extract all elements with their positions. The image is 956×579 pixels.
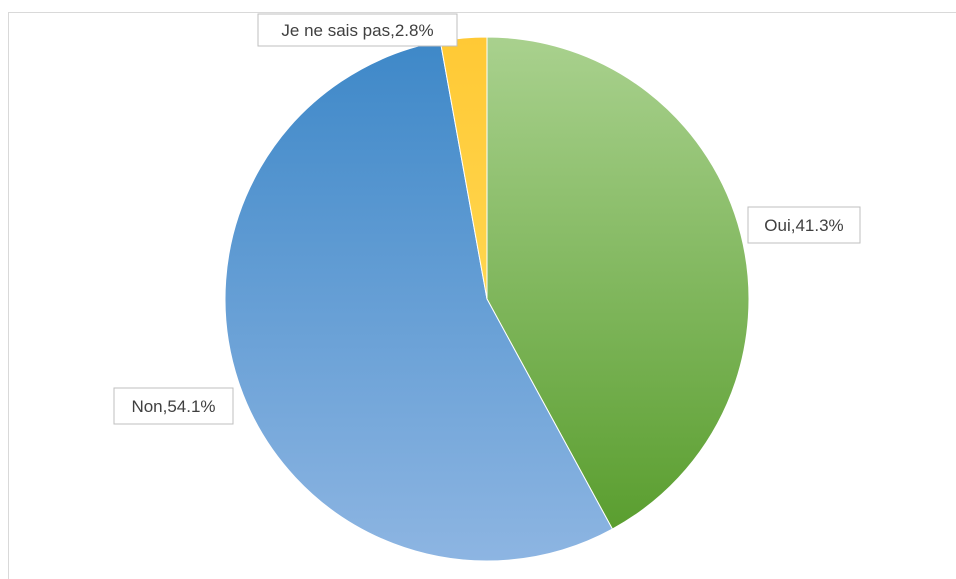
data-label-box — [747, 206, 861, 244]
pie-slices — [224, 36, 750, 562]
data-label-text: Je ne sais pas,2.8% — [281, 21, 433, 40]
pie-slice-oui — [486, 36, 750, 530]
pie-slice-non — [224, 40, 614, 562]
data-labels: Oui,41.3% Non,54.1% Je ne sais pas,2.8% — [113, 13, 861, 425]
data-label-je-ne-sais-pas: Je ne sais pas,2.8% — [257, 13, 458, 47]
data-label-box — [113, 387, 234, 425]
data-label-text: Non,54.1% — [131, 397, 215, 416]
data-label-text: Oui,41.3% — [764, 216, 843, 235]
data-label-oui: Oui,41.3% — [747, 206, 861, 244]
data-label-box — [257, 13, 458, 47]
data-label-non: Non,54.1% — [113, 387, 234, 425]
